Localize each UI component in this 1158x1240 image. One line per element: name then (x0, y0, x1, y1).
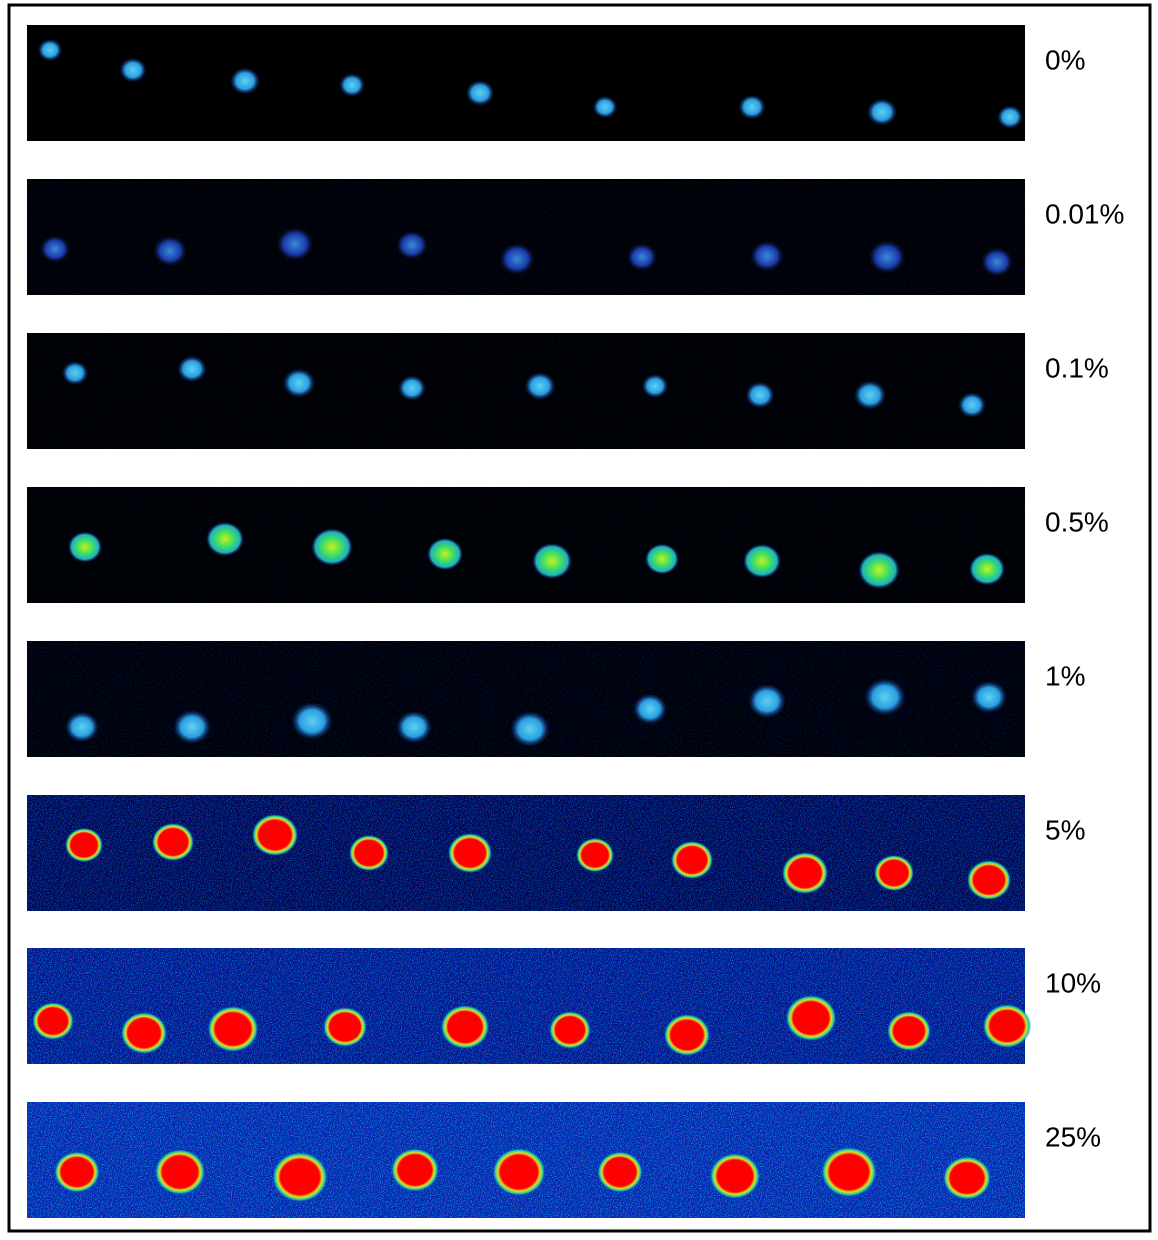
spot (983, 1004, 1032, 1048)
spot (427, 538, 463, 570)
spot (54, 1151, 99, 1192)
concentration-label: 10% (1045, 967, 1101, 998)
spot (821, 1147, 876, 1197)
image-strip (27, 948, 1031, 1064)
spot (887, 1011, 931, 1051)
spot (858, 551, 900, 589)
spot (398, 375, 426, 400)
spot (119, 58, 146, 83)
strip-noise (27, 948, 1025, 1064)
spot (642, 374, 668, 398)
spot (152, 823, 194, 861)
spot (867, 239, 906, 275)
spot (391, 1148, 439, 1191)
spot (967, 860, 1011, 900)
spot (32, 1002, 74, 1040)
image-strip (27, 25, 1025, 141)
concentration-label: 5% (1045, 814, 1085, 845)
spot (65, 828, 103, 862)
spot (782, 852, 828, 894)
spot (997, 105, 1023, 128)
spot (664, 1014, 710, 1056)
spot (206, 522, 244, 556)
spot (339, 73, 365, 96)
spot (155, 1149, 205, 1195)
spot (969, 553, 1005, 585)
spot (173, 710, 211, 744)
spot (864, 678, 906, 716)
spot (749, 240, 785, 272)
spot (645, 544, 679, 575)
spot (980, 247, 1014, 278)
spot (958, 392, 986, 417)
spot (493, 1148, 546, 1196)
spot (395, 230, 429, 261)
spot (626, 242, 658, 271)
spot (854, 380, 886, 409)
spot (597, 1151, 642, 1192)
concentration-label: 25% (1045, 1121, 1101, 1152)
spot (177, 356, 206, 383)
spot (311, 528, 353, 566)
spot (275, 226, 314, 262)
spot (867, 98, 897, 125)
spot (745, 382, 774, 409)
spot (65, 712, 99, 743)
spot (230, 67, 260, 94)
spot (68, 532, 102, 563)
image-strip (27, 179, 1025, 295)
spot (323, 1007, 367, 1047)
image-strip (27, 641, 1025, 757)
spot (38, 39, 63, 61)
spot (943, 1156, 991, 1199)
spot (283, 368, 315, 397)
spot (525, 372, 556, 400)
image-strip (27, 333, 1025, 449)
spot (208, 1006, 259, 1052)
spot (743, 544, 781, 578)
spot (971, 681, 1007, 713)
spot (748, 684, 786, 718)
spot (671, 841, 713, 879)
spot (349, 835, 389, 871)
spot (549, 1011, 591, 1049)
spot (272, 1152, 327, 1202)
spot (710, 1153, 760, 1199)
image-strip (27, 1102, 1025, 1218)
spot (252, 814, 298, 856)
concentration-label: 0.01% (1045, 198, 1124, 229)
spot (39, 234, 71, 263)
spot (498, 242, 535, 276)
spot (152, 235, 188, 267)
spot (121, 1012, 167, 1054)
spot (396, 711, 432, 743)
page: 0%0.01%0.1%0.5%1%5%10%25% (() => { const… (0, 0, 1158, 1235)
concentration-label: 0% (1045, 44, 1085, 75)
spot (532, 543, 572, 579)
image-strip (27, 487, 1025, 603)
spot (291, 702, 333, 740)
concentration-label: 1% (1045, 660, 1085, 691)
spot (593, 96, 618, 118)
image-strip (27, 795, 1025, 911)
spot (448, 833, 492, 873)
spot (633, 694, 667, 725)
spot (62, 361, 88, 385)
spot (786, 995, 837, 1041)
concentration-label: 0.1% (1045, 352, 1109, 383)
spot (510, 711, 550, 747)
spot (441, 1005, 490, 1049)
spot (576, 838, 614, 872)
spot (466, 80, 495, 106)
spot (738, 95, 765, 120)
concentration-label: 0.5% (1045, 506, 1109, 537)
figure: 0% 0.01% 0.1% 0.5% 1% 5% 10% 25% (0, 0, 1158, 1235)
spot (874, 855, 914, 891)
